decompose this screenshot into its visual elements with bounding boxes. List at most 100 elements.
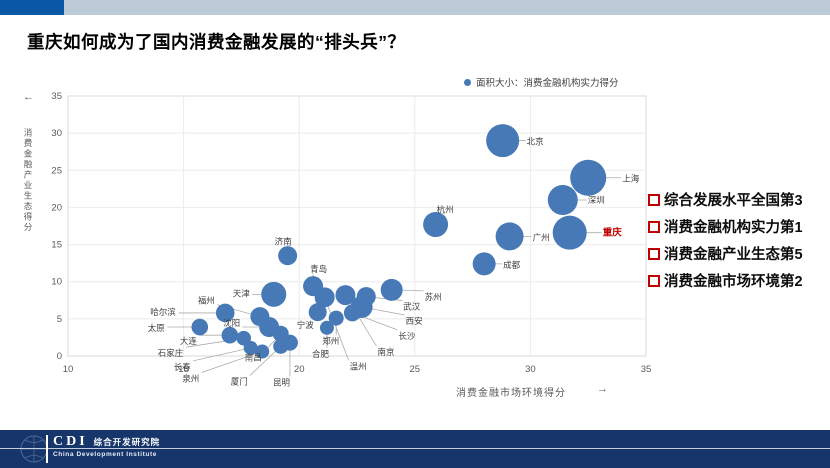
label-leader-line bbox=[201, 351, 263, 373]
chart-size-legend: 面积大小：消费金融机构实力得分 bbox=[464, 75, 619, 89]
x-axis-arrow-icon: → bbox=[597, 383, 608, 395]
y-tick-label: 25 bbox=[51, 165, 62, 176]
city-label-广州: 广州 bbox=[533, 232, 550, 242]
city-bubble-北京 bbox=[486, 124, 520, 158]
city-label-天津: 天津 bbox=[233, 288, 251, 298]
red-square-bullet-icon bbox=[648, 220, 660, 233]
x-tick-label: 25 bbox=[410, 364, 421, 375]
city-label-温州: 温州 bbox=[350, 361, 367, 371]
city-bubble-长沙 bbox=[343, 304, 361, 322]
x-tick-label: 15 bbox=[178, 364, 189, 375]
y-tick-label: 5 bbox=[57, 314, 62, 325]
label-leader-line bbox=[192, 347, 251, 362]
city-label-泉州: 泉州 bbox=[182, 374, 199, 384]
city-bubble-杭州 bbox=[423, 212, 449, 238]
city-bubble-成都 bbox=[472, 252, 496, 276]
top-strip bbox=[0, 0, 830, 15]
footer-vertical-rule bbox=[46, 435, 48, 463]
ranking-list: 综合发展水平全国第3 消费金融机构实力第1 消费金融产业生态第5 消费金融市场环境第2 bbox=[648, 186, 803, 294]
city-bubble-广州 bbox=[495, 222, 524, 251]
cdi-logo-acronym: CDI bbox=[53, 434, 88, 449]
city-label-宁波: 宁波 bbox=[297, 320, 315, 330]
city-bubble-大连 bbox=[221, 326, 239, 344]
city-label-南昌: 南昌 bbox=[245, 353, 262, 363]
y-axis-arrow-icon: ← bbox=[23, 91, 34, 103]
red-square-bullet-icon bbox=[648, 247, 660, 260]
city-label-昆明: 昆明 bbox=[273, 378, 290, 388]
label-leader-line bbox=[324, 297, 350, 361]
city-label-杭州: 杭州 bbox=[437, 205, 454, 215]
y-tick-label: 10 bbox=[51, 277, 62, 288]
city-label-武汉: 武汉 bbox=[403, 302, 421, 312]
city-label-哈尔滨: 哈尔滨 bbox=[150, 307, 176, 317]
ranking-item-label: 消费金融市场环境第2 bbox=[664, 274, 803, 290]
city-bubble-南京 bbox=[335, 285, 356, 306]
cdi-logo-name-en: China Development Institute bbox=[53, 451, 157, 458]
city-bubble-合肥 bbox=[319, 320, 334, 335]
city-bubble-太原 bbox=[191, 318, 209, 336]
city-bubble-泉州 bbox=[255, 344, 270, 359]
top-strip-accent bbox=[0, 0, 64, 15]
ranking-item-label: 综合发展水平全国第3 bbox=[664, 193, 803, 209]
city-label-福州: 福州 bbox=[198, 296, 215, 306]
ranking-item: 消费金融产业生态第5 bbox=[648, 240, 803, 267]
city-label-济南: 济南 bbox=[275, 237, 292, 247]
footer-divider-line bbox=[0, 448, 830, 449]
city-label-重庆: 重庆 bbox=[603, 227, 623, 239]
city-label-深圳: 深圳 bbox=[588, 195, 605, 205]
x-tick-label: 20 bbox=[294, 364, 305, 375]
city-bubble-上海 bbox=[570, 159, 607, 196]
city-bubble-天津 bbox=[261, 281, 287, 307]
footer-bar: CDI 综合开发研究院 China Development Institute bbox=[0, 430, 830, 468]
city-label-北京: 北京 bbox=[527, 137, 544, 147]
city-bubble-宁波 bbox=[308, 303, 327, 322]
city-bubble-深圳 bbox=[547, 185, 578, 215]
y-tick-label: 30 bbox=[51, 128, 62, 139]
legend-dot-icon bbox=[464, 78, 471, 86]
ranking-item-label: 消费金融机构实力第1 bbox=[664, 220, 803, 236]
legend-label: 面积大小：消费金融机构实力得分 bbox=[476, 78, 619, 89]
ranking-item: 消费金融机构实力第1 bbox=[648, 213, 803, 240]
cdi-logo-name-cn: 综合开发研究院 bbox=[93, 437, 161, 447]
x-tick-label: 30 bbox=[525, 364, 536, 375]
city-label-苏州: 苏州 bbox=[425, 292, 442, 302]
city-bubble-苏州 bbox=[380, 278, 403, 301]
city-label-上海: 上海 bbox=[622, 174, 640, 184]
city-label-青岛: 青岛 bbox=[310, 264, 327, 274]
city-bubble-长春 bbox=[243, 340, 258, 355]
city-bubble-济南 bbox=[278, 246, 298, 266]
red-square-bullet-icon bbox=[648, 193, 660, 206]
city-bubble-哈尔滨 bbox=[215, 303, 235, 323]
ranking-item: 综合发展水平全国第3 bbox=[648, 186, 803, 213]
city-label-太原: 太原 bbox=[148, 323, 165, 333]
city-label-西安: 西安 bbox=[406, 316, 423, 326]
city-label-厦门: 厦门 bbox=[231, 376, 248, 386]
city-label-大连: 大连 bbox=[180, 336, 198, 346]
cdi-logo: CDI 综合开发研究院 bbox=[53, 434, 160, 450]
y-tick-label: 0 bbox=[57, 351, 62, 362]
city-bubble-南昌 bbox=[272, 325, 289, 342]
city-label-南京: 南京 bbox=[377, 347, 394, 357]
ranking-item-label: 消费金融产业生态第5 bbox=[664, 247, 803, 263]
city-label-郑州: 郑州 bbox=[322, 336, 339, 346]
x-tick-label: 10 bbox=[63, 364, 74, 375]
y-axis-title: 消费金融产业生态得分 bbox=[23, 128, 33, 233]
ranking-item: 消费金融市场环境第2 bbox=[648, 267, 803, 294]
x-tick-label: 35 bbox=[641, 364, 652, 375]
x-axis-title: 消费金融市场环境得分 bbox=[456, 388, 566, 399]
city-label-合肥: 合肥 bbox=[312, 349, 330, 359]
city-label-长沙: 长沙 bbox=[398, 331, 416, 341]
y-tick-label: 35 bbox=[51, 91, 62, 102]
y-tick-label: 15 bbox=[51, 240, 62, 251]
slide-title: 重庆如何成为了国内消费金融发展的“排头兵”？ bbox=[27, 32, 406, 52]
y-tick-label: 20 bbox=[51, 202, 62, 213]
city-bubble-温州 bbox=[314, 287, 335, 308]
city-bubble-郑州 bbox=[328, 310, 344, 326]
city-label-长春: 长春 bbox=[174, 362, 192, 372]
city-label-沈阳: 沈阳 bbox=[223, 318, 240, 328]
city-bubble-重庆 bbox=[552, 215, 587, 250]
city-label-成都: 成都 bbox=[503, 260, 521, 270]
city-label-石家庄: 石家庄 bbox=[158, 348, 184, 358]
